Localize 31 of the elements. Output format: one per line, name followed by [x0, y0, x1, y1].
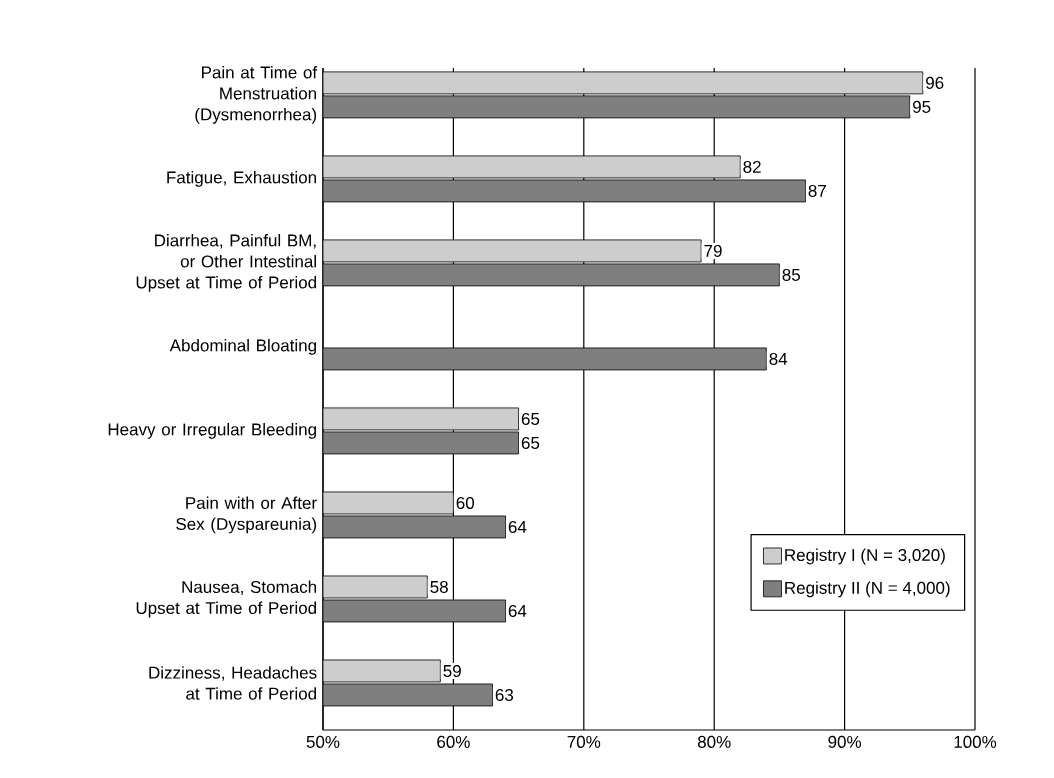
x-tick-label: 70%	[567, 735, 601, 748]
y-tick-label: Heavy or Irregular Bleeding	[108, 423, 316, 439]
data-label: 95	[913, 100, 931, 113]
data-label: 58	[430, 580, 448, 593]
data-label: 96	[926, 76, 944, 89]
data-label: 65	[521, 412, 540, 425]
x-tick-label: 60%	[437, 735, 470, 748]
data-label: 87	[808, 184, 826, 197]
x-tick-label: 100%	[954, 735, 997, 748]
data-label: 84	[769, 352, 788, 365]
y-tick-label: Abdominal Bloating	[169, 339, 316, 355]
x-tick-label: 50%	[306, 735, 340, 748]
x-tick-label: 90%	[828, 735, 862, 748]
y-tick-label: Diarrhea, Painful BM, or Other Intestinal Upset at Time of Period	[136, 233, 317, 292]
data-label: 63	[495, 688, 514, 701]
y-tick-label: Dizziness, Headaches at Time of Period	[149, 666, 317, 700]
x-tick-label: 80%	[697, 735, 731, 748]
data-label: 85	[782, 268, 800, 281]
y-tick-label: Pain at Time of Menstruation (Dysmenorrhea)	[195, 65, 318, 124]
data-label: 64	[508, 520, 527, 533]
y-tick-label: Nausea, Stomach Upset at Time of Period	[136, 580, 317, 618]
legend-label: Registry I (N = 3,020)	[785, 548, 945, 565]
data-label: 82	[743, 160, 761, 173]
data-label: 60	[456, 496, 475, 509]
data-label: 59	[443, 664, 461, 677]
data-label: 79	[704, 244, 722, 257]
data-label: 64	[508, 604, 527, 617]
data-label: 65	[521, 436, 540, 449]
legend-label: Registry II (N = 4,000)	[785, 581, 950, 598]
y-tick-label: Fatigue, Exhaustion	[167, 170, 316, 187]
y-tick-label: Pain with or After Sex (Dyspareunia)	[176, 496, 317, 534]
